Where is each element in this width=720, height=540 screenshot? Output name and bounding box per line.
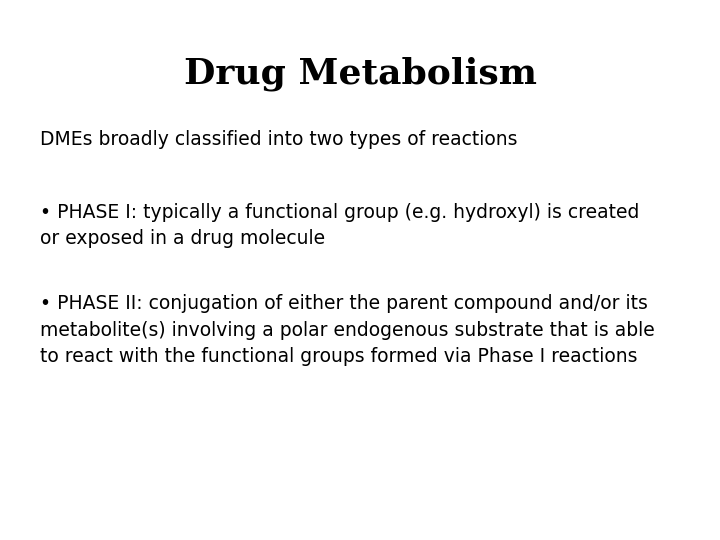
Text: • PHASE I: typically a functional group (e.g. hydroxyl) is created
or exposed in: • PHASE I: typically a functional group … bbox=[40, 202, 639, 248]
Text: DMEs broadly classified into two types of reactions: DMEs broadly classified into two types o… bbox=[40, 130, 517, 148]
Text: • PHASE II: conjugation of either the parent compound and/or its
metabolite(s) i: • PHASE II: conjugation of either the pa… bbox=[40, 294, 654, 366]
Text: Drug Metabolism: Drug Metabolism bbox=[184, 57, 536, 91]
